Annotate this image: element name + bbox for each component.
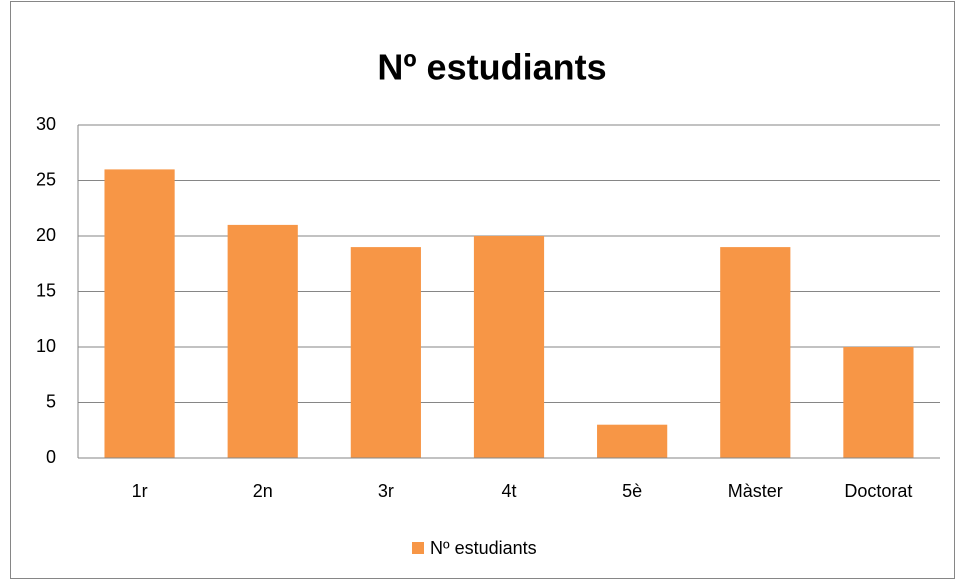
bar <box>104 169 175 458</box>
y-tick-label: 10 <box>36 336 56 356</box>
x-tick-label: 3r <box>378 481 394 501</box>
chart-title: Nº estudiants <box>377 47 606 88</box>
y-tick-label: 25 <box>36 169 56 189</box>
y-tick-label: 0 <box>46 447 56 467</box>
x-tick-label: 5è <box>622 481 642 501</box>
y-tick-label: 30 <box>36 114 56 134</box>
bar <box>597 424 668 458</box>
bar <box>350 247 421 458</box>
bar <box>227 224 298 458</box>
y-tick-label: 20 <box>36 225 56 245</box>
y-tick-label: 15 <box>36 280 56 300</box>
bar <box>720 247 791 458</box>
x-tick-label: Màster <box>728 481 783 501</box>
legend-label: Nº estudiants <box>430 538 537 558</box>
x-tick-label: Doctorat <box>844 481 912 501</box>
x-tick-label: 4t <box>501 481 516 501</box>
legend-swatch <box>412 542 424 554</box>
x-tick-label: 2n <box>253 481 273 501</box>
bar <box>843 347 914 458</box>
x-tick-label: 1r <box>132 481 148 501</box>
y-tick-label: 5 <box>46 391 56 411</box>
bar <box>473 236 545 458</box>
